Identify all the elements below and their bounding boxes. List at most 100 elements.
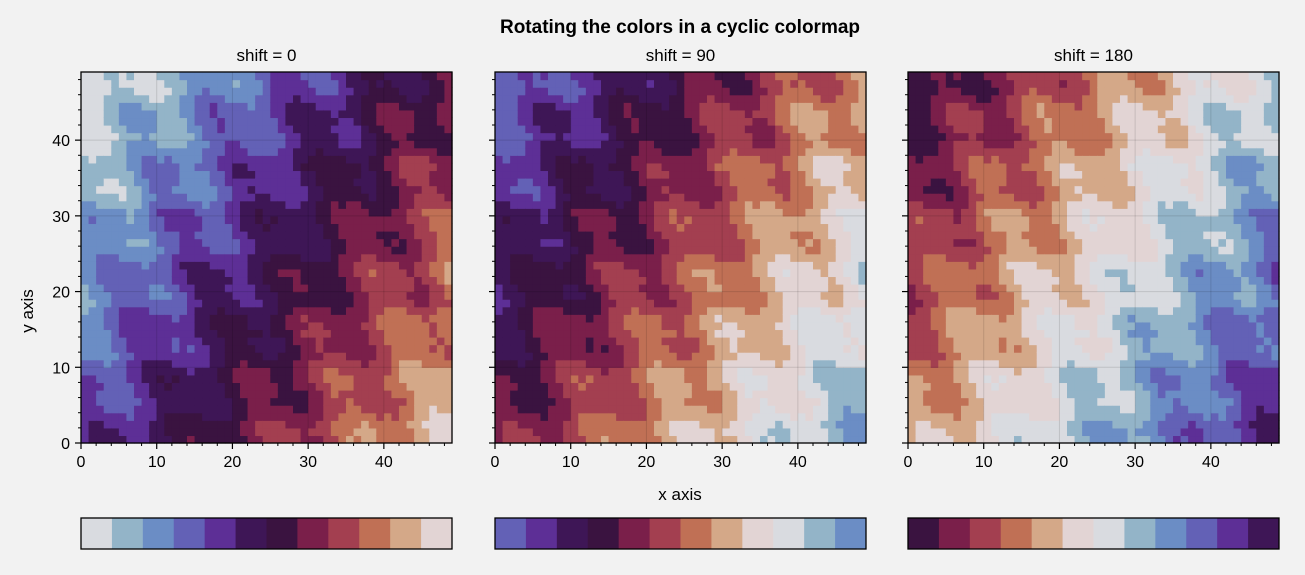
heatmap-cell [593, 253, 602, 262]
heatmap-cell [797, 147, 807, 156]
heatmap-cell [525, 337, 534, 346]
heatmap-cell [293, 284, 302, 293]
heatmap-cell [224, 155, 234, 164]
heatmap-cell [323, 125, 332, 134]
heatmap-cell [908, 314, 917, 323]
heatmap-cell [805, 87, 814, 96]
heatmap-cell [676, 79, 685, 88]
heatmap-cell [669, 140, 678, 149]
heatmap-cell [118, 125, 128, 134]
heatmap-cell [164, 291, 173, 300]
heatmap-cell [383, 276, 393, 285]
heatmap-cell [255, 231, 264, 240]
heatmap-cell [330, 155, 340, 164]
heatmap-cell [361, 162, 370, 172]
heatmap-cell [444, 374, 453, 384]
heatmap-cell [767, 359, 776, 368]
heatmap-cell [134, 412, 143, 421]
heatmap-cell [179, 215, 188, 225]
heatmap-cell [376, 147, 385, 156]
heatmap-cell [111, 140, 120, 149]
heatmap-cell [421, 140, 430, 149]
heatmap-cell [540, 208, 549, 217]
heatmap-cell [270, 412, 279, 421]
heatmap-cell [376, 427, 385, 437]
heatmap-cell [421, 397, 430, 406]
heatmap-cell [813, 321, 822, 331]
heatmap-cell [752, 162, 761, 172]
heatmap-cell [156, 94, 165, 103]
heatmap-cell [608, 223, 617, 232]
heatmap-cell [676, 200, 685, 209]
heatmap-cell [171, 94, 181, 103]
heatmap-cell [270, 397, 279, 406]
heatmap-cell [141, 261, 150, 270]
heatmap-cell [828, 94, 837, 103]
heatmap-cell [850, 208, 860, 217]
heatmap-cell [323, 367, 332, 376]
heatmap-cell [790, 200, 799, 209]
heatmap-cell [638, 246, 648, 255]
heatmap-cell [797, 102, 807, 111]
heatmap-cell [217, 94, 226, 103]
heatmap-cell [797, 367, 807, 376]
heatmap-cell [699, 374, 708, 384]
heatmap-cell [676, 155, 685, 164]
heatmap-cell [368, 72, 377, 81]
heatmap-cell [623, 306, 632, 315]
heatmap-cell [752, 367, 761, 376]
heatmap-cell [224, 147, 234, 156]
heatmap-cell [406, 72, 415, 81]
heatmap-cell [797, 223, 807, 232]
heatmap-cell [495, 72, 504, 81]
heatmap-cell [149, 337, 158, 346]
heatmap-cell [661, 147, 670, 156]
heatmap-cell [585, 132, 595, 141]
heatmap-cell [752, 321, 761, 331]
heatmap-cell [638, 284, 648, 293]
heatmap-cell [570, 306, 579, 315]
heatmap-cell [156, 102, 165, 111]
heatmap-cell [835, 435, 844, 444]
heatmap-cell [103, 359, 112, 368]
heatmap-cell [81, 284, 90, 293]
heatmap-cell [323, 253, 332, 262]
heatmap-cell [202, 329, 211, 338]
heatmap-cell [217, 208, 226, 217]
heatmap-cell [790, 420, 799, 429]
heatmap-cell [414, 390, 423, 399]
heatmap-cell [330, 382, 340, 391]
heatmap-cell [578, 102, 587, 111]
heatmap-cell [835, 223, 844, 232]
heatmap-cell [209, 155, 218, 164]
heatmap-cell [406, 223, 415, 232]
heatmap-cell [164, 170, 173, 179]
heatmap-cell [361, 170, 370, 179]
heatmap-cell [217, 420, 226, 429]
heatmap-cell [81, 132, 90, 141]
heatmap-cell [699, 223, 708, 232]
heatmap-cell [361, 72, 370, 81]
heatmap-cell [171, 193, 181, 202]
heatmap-cell [858, 435, 867, 444]
heatmap-cell [850, 420, 860, 429]
heatmap-cell [111, 337, 120, 346]
heatmap-cell [669, 109, 678, 119]
heatmap-cell [270, 223, 279, 232]
heatmap-cell [81, 170, 90, 179]
heatmap-cell [578, 337, 587, 346]
heatmap-cell [495, 125, 504, 134]
heatmap-cell [782, 405, 791, 414]
heatmap-cell [391, 261, 400, 270]
heatmap-cell [399, 185, 408, 194]
heatmap-cell [421, 72, 430, 81]
heatmap-cell [767, 306, 776, 315]
heatmap-cell [149, 200, 158, 209]
heatmap-cell [209, 397, 218, 406]
heatmap-cell [767, 185, 776, 194]
heatmap-cell [744, 268, 754, 278]
heatmap-cell [126, 208, 135, 217]
heatmap-cell [361, 321, 370, 331]
heatmap-cell [346, 200, 355, 209]
heatmap-cell [126, 147, 135, 156]
